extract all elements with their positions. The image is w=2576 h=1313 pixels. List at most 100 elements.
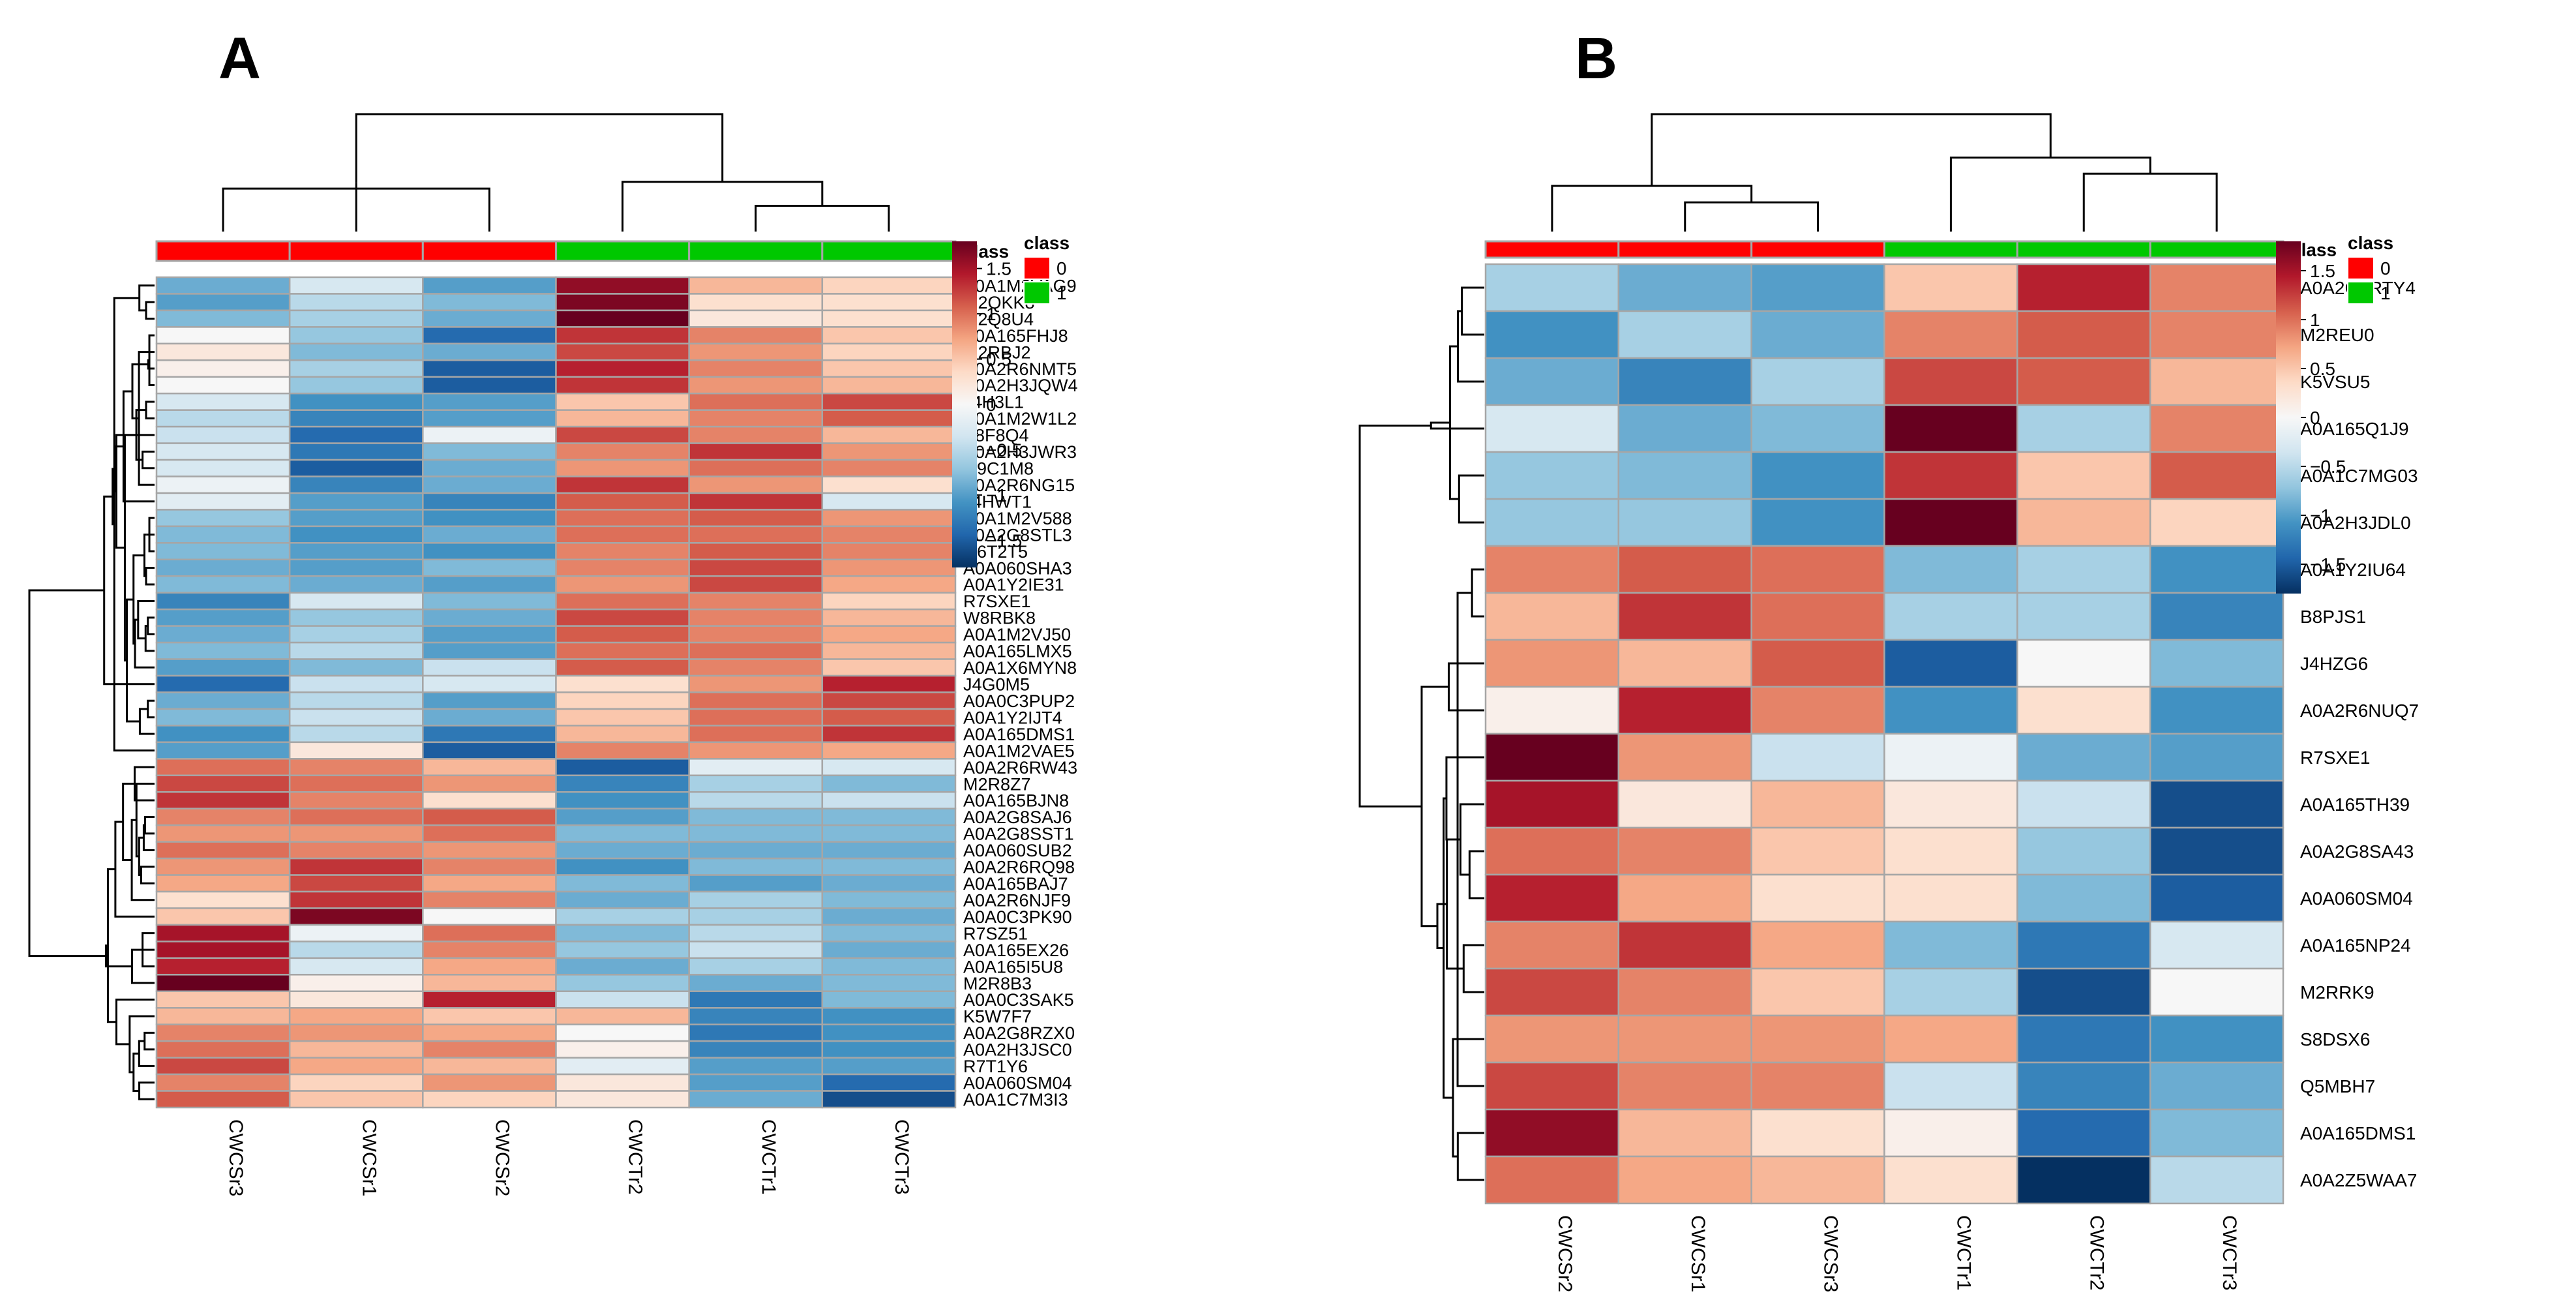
heatmap-cell [1617,545,1752,594]
heatmap-cell [1484,1108,1620,1158]
heatmap-cell [1883,263,2018,312]
row-dendrogram-branch [140,866,155,884]
row-label: J4G0M5 [963,674,1030,694]
heatmap-cell [688,442,824,461]
heatmap-cell [688,857,824,876]
heatmap-cell [555,625,690,644]
row-label: R7T1Y6 [963,1057,1028,1076]
column-label: CWCSr3 [225,1119,247,1196]
heatmap-cell [555,309,690,328]
column-label: CWCSr2 [491,1119,513,1196]
row-label: M2RRK9 [2300,982,2374,1003]
heatmap-cell [555,658,690,677]
heatmap-cell [422,907,557,926]
colorbar-tick-label: −1.5 [2310,554,2346,575]
heatmap-cell [821,442,957,461]
heatmap-cell [155,924,291,943]
colorbar-tick-label: 0 [986,395,996,415]
heatmap-cell [1484,498,1620,547]
heatmap-cell [821,1073,957,1092]
row-dendrogram-branch [1430,421,1484,430]
colorbar-tick-label: 1.5 [986,259,1011,279]
heatmap-cell [2016,873,2151,923]
heatmap-cell [1484,1014,1620,1064]
heatmap-cell [821,1040,957,1059]
heatmap-cell [422,758,557,777]
heatmap-cell [821,425,957,444]
heatmap-cell [555,957,690,976]
heatmap-cell [422,890,557,909]
heatmap-cell [155,725,291,744]
heatmap-cell [2016,1108,2151,1158]
heatmap-cell [1883,1155,2018,1205]
row-label: R7SXE1 [2300,747,2370,768]
heatmap-cell [2149,1061,2284,1111]
heatmap-cell [821,708,957,727]
heatmap-cell [422,293,557,312]
heatmap-cell [555,890,690,909]
row-dendrogram-branch [1456,592,1484,1087]
heatmap-cell [2016,310,2151,359]
heatmap-cell [422,442,557,461]
heatmap-cell [288,974,424,993]
row-dendrogram-branch [145,567,155,586]
heatmap-cell [2149,263,2284,312]
heatmap-cell [2016,1061,2151,1111]
heatmap-cell [422,425,557,444]
heatmap-cell [155,824,291,843]
heatmap-cell [1883,826,2018,876]
heatmap-cell [288,558,424,577]
heatmap-cell [422,857,557,876]
heatmap-cell [555,774,690,793]
heatmap-cell [288,741,424,760]
heatmap-cell [155,592,291,611]
heatmap-cell [422,974,557,993]
heatmap-cell [288,725,424,744]
column-dendrogram-branch [2082,172,2218,232]
heatmap-cell [555,525,690,544]
heatmap-cell [155,1006,291,1025]
row-label: A0A1M2VAG9 [963,276,1077,295]
row-label: A0A2H3JSC0 [963,1040,1072,1060]
heatmap-cell [688,276,824,295]
row-label: A0A2R6RW43 [963,758,1077,777]
heatmap-cell [288,774,424,793]
heatmap-cell [288,1090,424,1109]
row-dendrogram-branch [147,359,155,370]
heatmap-cell [821,525,957,544]
row-dendrogram-branch [1457,310,1484,383]
heatmap-cell [288,941,424,959]
heatmap-cell [2149,545,2284,594]
heatmap-cell [821,874,957,893]
heatmap-cell [1617,639,1752,688]
class-bar-cell [2016,240,2151,259]
heatmap-cell [1750,592,1885,641]
heatmap-cell [1883,920,2018,970]
row-dendrogram-branch [145,400,155,419]
heatmap-cell [155,326,291,345]
heatmap-cell [688,974,824,993]
heatmap-cell [821,392,957,411]
heatmap-cell [155,974,291,993]
heatmap-cell [155,957,291,976]
row-dendrogram-branch [1461,286,1484,336]
heatmap-cell [288,1040,424,1059]
heatmap-cell [422,326,557,345]
heatmap-cell [821,691,957,710]
heatmap-cell [688,309,824,328]
heatmap-cell [1484,451,1620,500]
row-label: A0A165LMX5 [963,642,1072,661]
column-label: CWCTr1 [1953,1215,1974,1291]
row-dendrogram-branch [1456,1132,1484,1181]
heatmap-cell [555,841,690,860]
heatmap-cell [155,293,291,312]
heatmap-cell [821,890,957,909]
row-label: M2R8Z7 [963,774,1031,794]
heatmap-cell [555,592,690,611]
row-label: R7SZ51 [963,924,1028,943]
heatmap-cell [555,974,690,993]
heatmap-cell [555,725,690,744]
row-label: A0A0C3SAK5 [963,990,1074,1010]
row-label: W8RBK8 [963,609,1036,628]
row-label: A0A165Q1J9 [2300,419,2409,439]
